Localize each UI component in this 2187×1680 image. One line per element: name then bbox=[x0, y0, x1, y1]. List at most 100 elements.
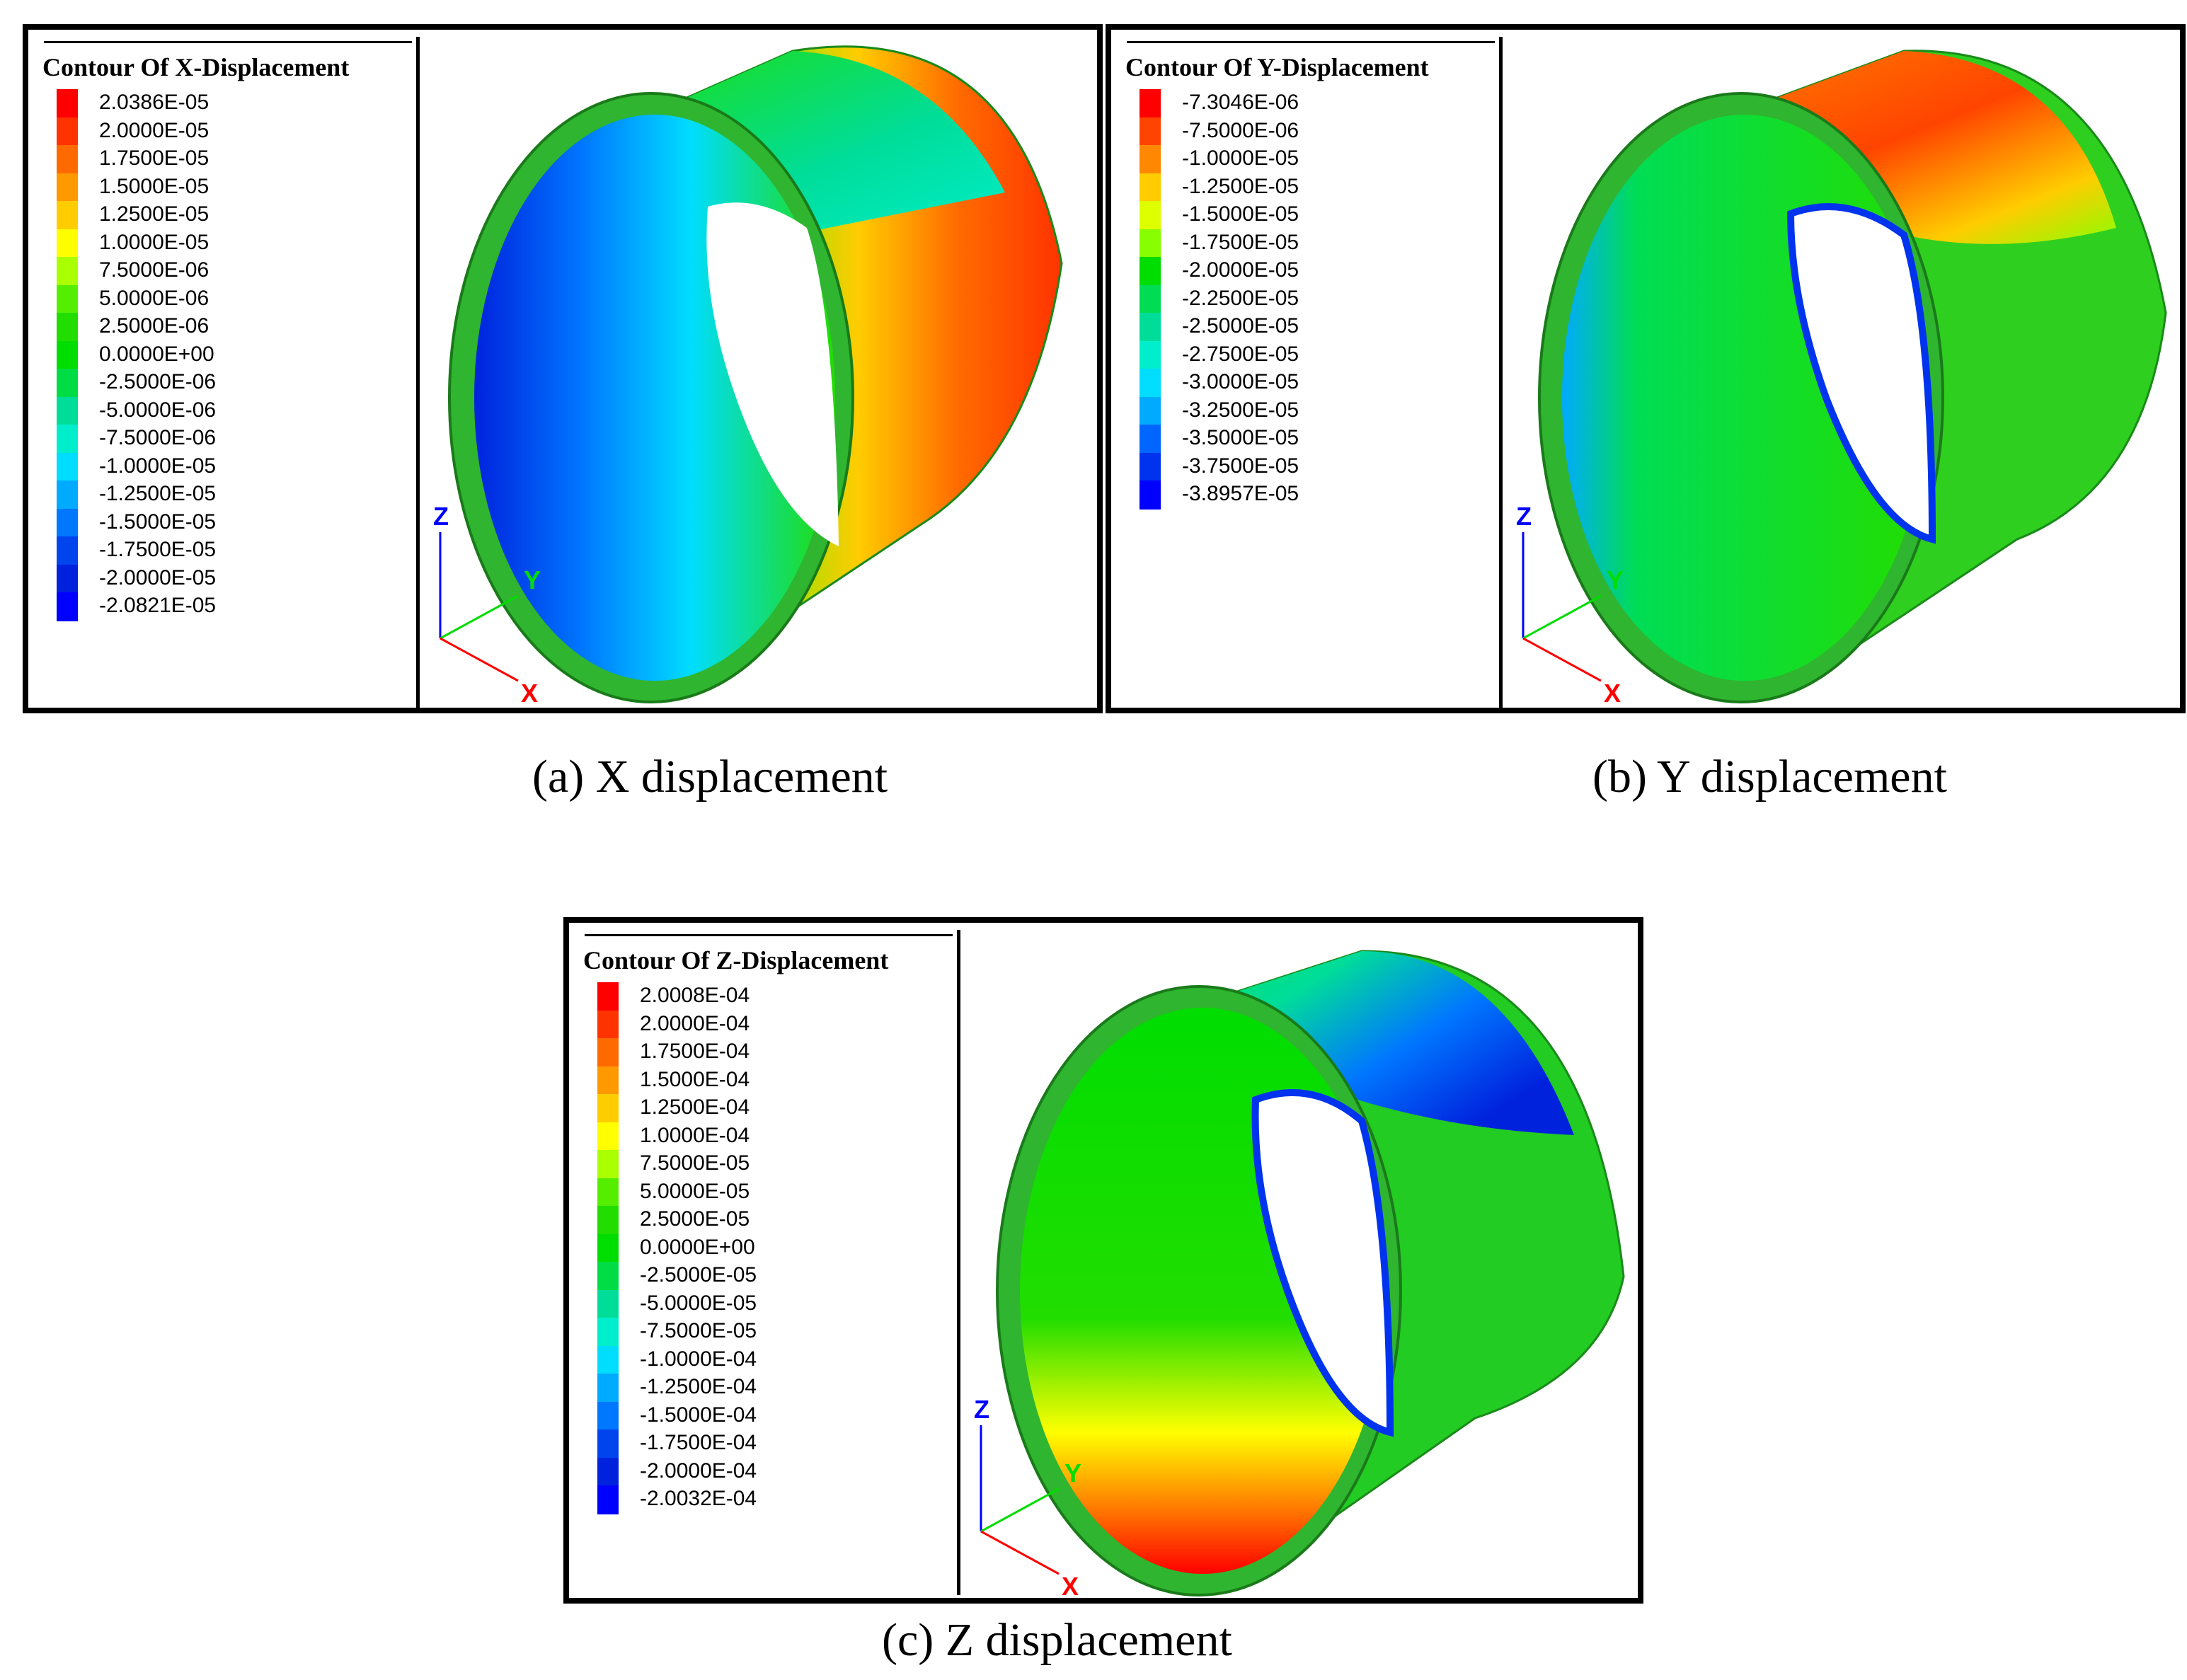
caption-c: (c) Z displacement bbox=[882, 1614, 1232, 1666]
color-swatch bbox=[1140, 284, 1161, 313]
contour-legend: Contour Of Z-Displacement 2.0008E-04 2.00… bbox=[569, 923, 957, 1598]
color-swatch bbox=[1140, 89, 1161, 118]
color-scale-bar bbox=[57, 89, 78, 621]
y-axis-line bbox=[980, 1488, 1060, 1533]
contour-level-label: 1.5000E-05 bbox=[99, 174, 209, 198]
legend-top-rule bbox=[1127, 41, 1495, 43]
color-swatch bbox=[597, 1457, 619, 1486]
color-swatch bbox=[57, 369, 78, 398]
contour-level-label: -5.0000E-05 bbox=[640, 1291, 757, 1315]
color-swatch bbox=[1140, 173, 1161, 202]
contour-level-label: -1.7500E-05 bbox=[99, 538, 217, 561]
contour-level-label: 1.7500E-04 bbox=[640, 1040, 750, 1063]
contour-level-label: 1.7500E-05 bbox=[99, 146, 209, 170]
color-swatch bbox=[597, 1233, 619, 1262]
color-swatch bbox=[597, 1122, 619, 1151]
color-swatch bbox=[57, 117, 78, 146]
caption-a: (a) X displacement bbox=[532, 751, 888, 802]
color-swatch bbox=[1140, 313, 1161, 342]
contour-legend: Contour Of Y-Displacement -7.3046E-06 -7.… bbox=[1111, 30, 1499, 708]
color-swatch bbox=[57, 508, 78, 537]
color-swatch bbox=[57, 284, 78, 313]
cylinder-opening bbox=[1251, 1089, 1394, 1437]
x-axis-label: X bbox=[1604, 679, 1621, 708]
color-swatch bbox=[597, 1150, 619, 1179]
contour-level-label: -1.0000E-05 bbox=[1182, 146, 1299, 170]
contour-level-label: -7.5000E-06 bbox=[1182, 118, 1299, 142]
color-swatch bbox=[597, 1262, 619, 1291]
contour-level-label: 1.5000E-04 bbox=[640, 1067, 750, 1091]
contour-level-label: 2.0008E-04 bbox=[640, 984, 750, 1007]
color-scale-bar bbox=[1140, 89, 1161, 510]
legend-divider bbox=[416, 37, 420, 709]
contour-level-label: -1.5000E-05 bbox=[99, 510, 217, 534]
legend-title: Contour Of X-Displacement bbox=[42, 53, 350, 81]
figure-panel-y-displacement: Contour Of Y-Displacement -7.3046E-06 -7.… bbox=[1106, 24, 2186, 713]
contour-level-label: -1.5000E-05 bbox=[1182, 202, 1299, 226]
color-swatch bbox=[57, 201, 78, 230]
x-axis-label: X bbox=[521, 679, 538, 708]
contour-legend: Contour Of X-Displacement 2.0386E-05 2.00… bbox=[28, 30, 416, 708]
contour-view: Z Y X bbox=[1508, 30, 2180, 708]
color-swatch bbox=[597, 1374, 619, 1403]
figure-panel-z-displacement: Contour Of Z-Displacement 2.0008E-04 2.00… bbox=[563, 917, 1643, 1604]
color-swatch bbox=[597, 1485, 619, 1514]
color-swatch bbox=[57, 313, 78, 342]
contour-level-label: 0.0000E+00 bbox=[640, 1235, 755, 1259]
contour-level-label: -7.3046E-06 bbox=[1182, 91, 1299, 114]
color-swatch bbox=[597, 1429, 619, 1459]
contour-view: Z Y X bbox=[425, 30, 1097, 708]
contour-level-label: 2.0000E-05 bbox=[99, 118, 209, 142]
color-swatch bbox=[1140, 257, 1161, 286]
contour-level-label: -1.2500E-04 bbox=[640, 1375, 757, 1398]
color-swatch bbox=[597, 1206, 619, 1235]
legend-top-rule bbox=[585, 934, 953, 936]
contour-level-label: -1.7500E-04 bbox=[640, 1431, 757, 1454]
color-swatch bbox=[57, 536, 78, 565]
figure-panel-x-displacement: Contour Of X-Displacement 2.0386E-05 2.00… bbox=[23, 24, 1103, 713]
color-swatch bbox=[1140, 452, 1161, 481]
legend-title: Contour Of Z-Displacement bbox=[583, 946, 889, 974]
contour-level-label: -3.5000E-05 bbox=[1182, 426, 1299, 449]
legend-title: Contour Of Y-Displacement bbox=[1125, 53, 1429, 81]
z-axis-label: Z bbox=[974, 1395, 989, 1424]
x-axis-line bbox=[440, 637, 519, 682]
color-swatch bbox=[597, 1318, 619, 1347]
color-swatch bbox=[597, 1066, 619, 1095]
cylinder-contour-plot: Z Y X bbox=[1516, 50, 2167, 708]
contour-level-label: -2.0821E-05 bbox=[99, 594, 217, 617]
contour-level-label: 7.5000E-06 bbox=[99, 258, 209, 282]
color-swatch bbox=[57, 592, 78, 621]
y-axis-line bbox=[440, 594, 519, 640]
legend-divider bbox=[1499, 37, 1503, 709]
color-swatch bbox=[597, 1178, 619, 1207]
color-swatch bbox=[57, 564, 78, 593]
contour-level-label: -1.7500E-05 bbox=[1182, 230, 1299, 254]
contour-level-label: -3.8957E-05 bbox=[1182, 482, 1299, 505]
contour-level-label: 5.0000E-06 bbox=[99, 286, 209, 310]
color-scale-bar bbox=[597, 982, 619, 1514]
cylinder-opening bbox=[1786, 203, 1936, 544]
color-swatch bbox=[1140, 369, 1161, 398]
color-swatch bbox=[597, 982, 619, 1011]
color-swatch bbox=[57, 425, 78, 454]
color-swatch bbox=[597, 1094, 619, 1123]
color-swatch bbox=[1140, 145, 1161, 174]
contour-level-label: -2.0000E-05 bbox=[1182, 258, 1299, 282]
contour-level-label: 0.0000E+00 bbox=[99, 342, 214, 366]
contour-level-label: 5.0000E-05 bbox=[640, 1179, 750, 1203]
color-swatch bbox=[597, 1345, 619, 1374]
contour-level-label: -1.5000E-04 bbox=[640, 1403, 757, 1427]
x-axis-line bbox=[1522, 637, 1602, 682]
contour-level-label: -7.5000E-06 bbox=[99, 426, 217, 449]
color-swatch bbox=[57, 340, 78, 369]
color-swatch bbox=[1140, 201, 1161, 230]
contour-level-label: 1.0000E-04 bbox=[640, 1123, 750, 1147]
color-swatch bbox=[1140, 396, 1161, 425]
legend-top-rule bbox=[44, 41, 412, 43]
x-axis-label: X bbox=[1062, 1572, 1079, 1601]
color-swatch bbox=[57, 173, 78, 202]
contour-level-label: -3.2500E-05 bbox=[1182, 398, 1299, 422]
color-swatch bbox=[597, 1010, 619, 1039]
color-swatch bbox=[57, 257, 78, 286]
